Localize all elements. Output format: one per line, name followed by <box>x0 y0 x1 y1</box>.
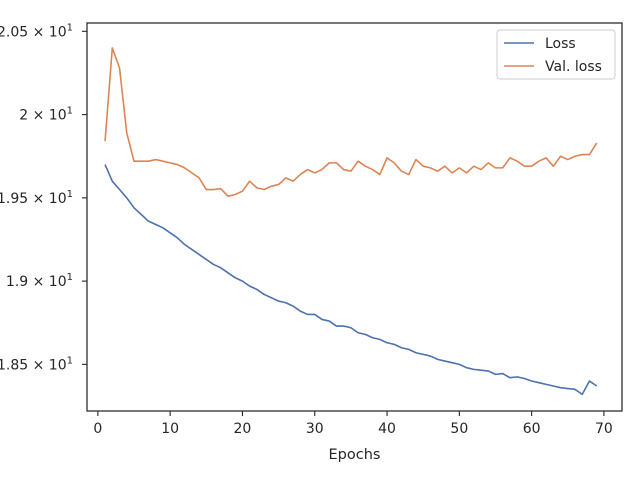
plot-frame <box>86 22 623 412</box>
series-line-val-loss <box>104 47 598 197</box>
x-tick-label: 50 <box>450 421 468 437</box>
y-axis-ticks: 1.85 × 101 1.9 × 101 1.95 × 101 2 × 101 2.05… <box>0 22 87 373</box>
legend-label-val-loss: Val. loss <box>545 59 602 75</box>
legend: Loss Val. loss <box>496 29 616 80</box>
legend-label-loss: Loss <box>545 36 576 52</box>
x-tick-label: 70 <box>595 421 613 437</box>
y-tick-label: 2 × 101 <box>19 106 73 124</box>
y-tick-label: 1.9 × 101 <box>6 272 73 290</box>
x-tick-label: 30 <box>306 421 324 437</box>
x-tick-label: 20 <box>234 421 252 437</box>
y-tick-label: 1.95 × 101 <box>0 189 73 207</box>
x-tick-label: 60 <box>523 421 541 437</box>
series-line-loss <box>104 164 598 396</box>
x-tick-label: 0 <box>93 421 102 437</box>
x-axis-ticks: 0 10 20 30 40 50 60 70 <box>93 411 613 437</box>
x-tick-label: 10 <box>161 421 179 437</box>
x-tick-label: 40 <box>378 421 396 437</box>
series-layer <box>104 47 598 396</box>
x-axis-label: Epochs <box>329 447 381 463</box>
y-tick-label: 2.05 × 101 <box>0 22 73 40</box>
y-tick-label: 1.85 × 101 <box>0 355 73 373</box>
